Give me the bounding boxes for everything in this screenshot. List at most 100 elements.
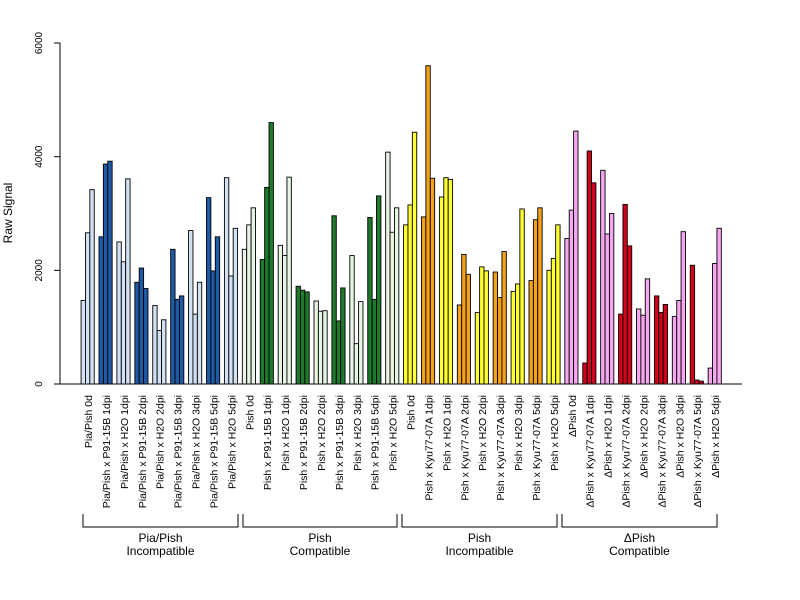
y-tick-label: 0: [34, 381, 45, 387]
x-tick-label: Pia/Pish x P91-15B 5dpi: [208, 395, 220, 508]
bar: [492, 271, 499, 385]
bar: [188, 230, 194, 385]
x-tick-label: ΔPish x H2O 3dpi: [674, 395, 686, 478]
x-tick-label: Pish x H2O 5dpi: [388, 395, 400, 471]
x-tick-label: ΔPish x Kyu77-07A 2dpi: [621, 395, 633, 508]
bar: [461, 253, 467, 385]
bar: [680, 231, 686, 385]
bar: [411, 131, 418, 385]
bar: [694, 379, 700, 385]
bar: [707, 367, 713, 385]
x-tick-label: Pish x Kyu77-07A 2dpi: [459, 395, 471, 501]
x-tick-label: ΔPish x H2O 5dpi: [710, 395, 722, 478]
bar: [300, 289, 306, 385]
x-tick-label: Pia/Pish x P91-15B 3dpi: [173, 395, 185, 508]
bar: [313, 300, 319, 385]
bar: [389, 231, 395, 385]
bar: [331, 215, 337, 385]
group-bracket: [82, 514, 239, 528]
bar: [232, 227, 239, 385]
bar: [483, 270, 489, 385]
bar: [80, 300, 86, 385]
bar: [107, 160, 113, 385]
bar: [604, 233, 610, 385]
bar: [532, 219, 539, 385]
bar: [367, 217, 373, 385]
x-tick-label: Pia/Pish x H2O 2dpi: [155, 395, 167, 489]
bar: [85, 232, 91, 385]
y-axis-label: Raw Signal: [1, 183, 15, 244]
bar: [515, 283, 521, 385]
bar: [317, 310, 324, 385]
bar: [519, 208, 525, 385]
x-tick-label: Pish 0d: [244, 395, 256, 430]
bar: [618, 313, 624, 385]
bar: [134, 281, 140, 385]
bar: [653, 295, 660, 385]
x-tick-label: Pish x H2O 3dpi: [513, 395, 525, 471]
bar: [170, 248, 176, 385]
x-tick-label: Pish 0d: [406, 395, 418, 430]
bar: [636, 308, 642, 385]
bar: [662, 303, 669, 385]
bar: [196, 281, 203, 385]
bar: [286, 176, 292, 385]
group-label-line2: Incompatible: [126, 544, 194, 558]
bar: [425, 65, 431, 385]
bar: [465, 273, 471, 385]
x-tick-label: ΔPish x Kyu77-07A 5dpi: [692, 395, 704, 508]
x-tick-label: Pish x P91-15B 3dpi: [334, 395, 346, 490]
bar: [550, 257, 557, 385]
bar: [277, 244, 284, 385]
bar: [156, 330, 162, 385]
bar: [421, 216, 427, 385]
bar: [335, 320, 342, 385]
bar: [174, 298, 180, 385]
bar: [102, 163, 109, 385]
bar: [259, 259, 266, 385]
bar: [138, 267, 145, 385]
bar: [89, 189, 95, 385]
bar: [712, 263, 718, 385]
x-tick-label: Pish x P91-15B 1dpi: [262, 395, 274, 490]
bar: [206, 197, 212, 385]
bar: [429, 177, 436, 385]
x-tick-label: Pish x H2O 1dpi: [280, 395, 292, 471]
group-brackets: Pia/PishIncompatiblePishCompatiblePishIn…: [82, 514, 718, 558]
x-tick-label: Pish x P91-15B 2dpi: [298, 395, 310, 490]
bar: [582, 362, 588, 385]
x-tick-label: ΔPish 0d: [567, 395, 579, 437]
bar: [161, 319, 167, 385]
x-tick-label: ΔPish x Kyu77-07A 1dpi: [585, 395, 597, 508]
x-tick-label: Pish x Kyu77-07A 1dpi: [423, 395, 435, 501]
bar: [120, 261, 127, 385]
bar: [689, 264, 696, 385]
bar: [447, 178, 454, 385]
bar: [568, 209, 575, 385]
group-bracket: [242, 514, 398, 528]
group-bracket: [561, 514, 718, 528]
bars: [80, 65, 722, 385]
bar: [246, 224, 252, 385]
bar: [626, 245, 633, 385]
bar: [456, 304, 463, 385]
bar: [438, 196, 445, 385]
bar: [644, 278, 651, 385]
y-tick-label: 4000: [34, 145, 45, 168]
bar: [268, 122, 274, 385]
y-tick-label: 2000: [34, 259, 45, 282]
bar: [555, 224, 561, 385]
bar: [591, 182, 597, 385]
x-tick-label: Pish x H2O 1dpi: [441, 395, 453, 471]
bar: [443, 177, 449, 385]
bar: [510, 290, 516, 385]
bar: [376, 195, 382, 385]
bar: [658, 311, 664, 385]
bar: [640, 314, 646, 385]
bar: [358, 301, 364, 385]
x-tick-label: Pia/Pish x P91-15B 2dpi: [137, 395, 149, 508]
x-tick-label: Pish x H2O 3dpi: [352, 395, 364, 471]
bar: [537, 207, 543, 385]
x-tick-label: Pish x H2O 2dpi: [477, 395, 489, 471]
